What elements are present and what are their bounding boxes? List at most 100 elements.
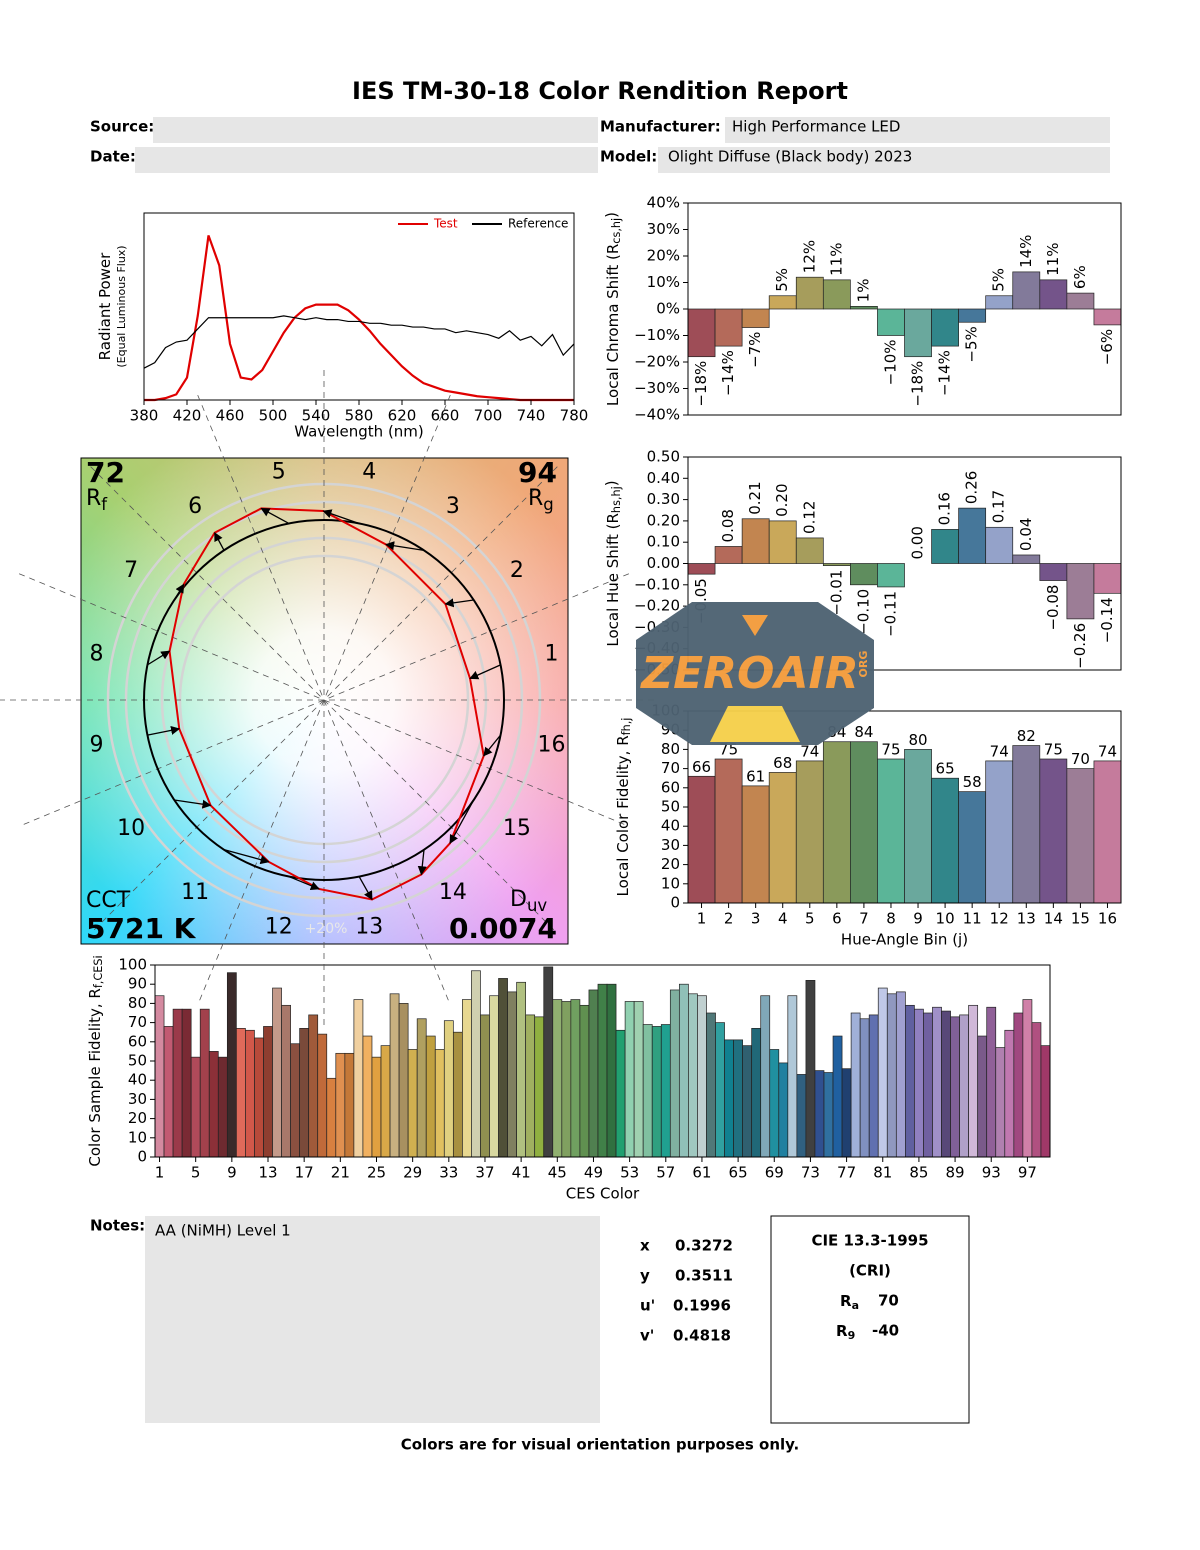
value-label: 0.12 bbox=[800, 501, 818, 534]
bin-label: 14 bbox=[439, 880, 467, 905]
y-tick-label: 70 bbox=[128, 1013, 147, 1031]
x-tick-label: 700 bbox=[474, 407, 503, 425]
watermark-sub: ORG bbox=[857, 651, 870, 678]
value-label: 82 bbox=[1017, 727, 1036, 745]
bin-label: 9 bbox=[89, 732, 103, 757]
value-label: 61 bbox=[746, 767, 765, 785]
watermark-icon bbox=[742, 615, 768, 636]
bar bbox=[741, 785, 770, 904]
x-tick-label: 13 bbox=[1017, 910, 1036, 928]
y-tick-label: 30 bbox=[128, 1090, 147, 1108]
y-tick-label: 30 bbox=[661, 836, 680, 854]
value-label: 0.08 bbox=[719, 509, 737, 542]
bar bbox=[1022, 999, 1033, 1158]
x-tick-label: 460 bbox=[216, 407, 245, 425]
bar bbox=[985, 760, 1014, 904]
bar bbox=[714, 758, 743, 904]
bar bbox=[254, 1037, 264, 1158]
bar bbox=[380, 1045, 391, 1158]
bar bbox=[795, 276, 824, 310]
bar bbox=[299, 1028, 310, 1158]
shift-arrow bbox=[174, 799, 212, 809]
value-label: 75 bbox=[1044, 741, 1063, 759]
cri-label: R9 bbox=[836, 1322, 855, 1343]
bar bbox=[1066, 563, 1095, 620]
bar bbox=[633, 1001, 644, 1158]
chroma-value: 0.3511 bbox=[675, 1267, 733, 1285]
bar bbox=[768, 295, 797, 310]
legend-label: Reference bbox=[508, 217, 568, 231]
bar bbox=[462, 999, 472, 1158]
bar bbox=[443, 1020, 454, 1158]
bar bbox=[507, 991, 517, 1158]
y-axis-label-part: f,CESi bbox=[92, 955, 105, 988]
bin-label: 7 bbox=[124, 558, 138, 583]
value-label: 74 bbox=[1098, 742, 1117, 760]
bar bbox=[850, 741, 878, 904]
bar bbox=[941, 1010, 951, 1158]
value-label: 6% bbox=[1071, 265, 1089, 289]
bar bbox=[588, 989, 599, 1158]
shift-arrow bbox=[322, 509, 360, 525]
cct-value: 5721 K bbox=[86, 912, 197, 945]
bar bbox=[570, 999, 581, 1158]
y-axis-label-part: fh,j bbox=[620, 718, 633, 736]
value-label: 0.04 bbox=[1017, 518, 1035, 551]
x-tick-label: 89 bbox=[946, 1164, 965, 1182]
bar bbox=[688, 993, 698, 1158]
bar bbox=[958, 308, 987, 323]
x-tick-label: 500 bbox=[259, 407, 288, 425]
value-label: 0.26 bbox=[963, 471, 981, 504]
bar bbox=[597, 983, 608, 1158]
x-tick-label: 16 bbox=[1098, 910, 1117, 928]
x-tick-label: 21 bbox=[331, 1164, 350, 1182]
bar bbox=[795, 760, 824, 904]
bin-label: 1 bbox=[545, 642, 559, 667]
value-label: −14% bbox=[936, 350, 954, 396]
rf-label-part: R bbox=[86, 486, 101, 511]
bar bbox=[868, 1014, 879, 1158]
value-label: 14% bbox=[1017, 235, 1035, 268]
bar bbox=[516, 981, 527, 1158]
bar bbox=[1039, 279, 1068, 310]
bar bbox=[950, 1016, 960, 1158]
bar bbox=[768, 520, 797, 564]
bar bbox=[1012, 745, 1041, 904]
bar bbox=[471, 970, 481, 1158]
rf-label-part: f bbox=[101, 494, 108, 513]
bar bbox=[1039, 563, 1068, 581]
bin-label: 11 bbox=[181, 880, 209, 905]
x-tick-label: 61 bbox=[692, 1164, 711, 1182]
y-axis-label-part: Radiant Power bbox=[96, 252, 114, 361]
value-label: 0.17 bbox=[990, 490, 1008, 523]
bar bbox=[760, 995, 771, 1158]
y-tick-label: −10% bbox=[634, 326, 680, 344]
y-tick-label: −40% bbox=[634, 406, 680, 424]
y-tick-label: −0.20 bbox=[634, 597, 680, 615]
bin-label: 16 bbox=[538, 732, 566, 757]
bar bbox=[1031, 1022, 1042, 1158]
shift-arrow bbox=[214, 531, 225, 551]
bar bbox=[850, 563, 878, 586]
bar bbox=[805, 980, 816, 1158]
y-axis-label-part: ) bbox=[602, 480, 620, 486]
x-tick-label: 1 bbox=[697, 910, 707, 928]
bar bbox=[525, 1014, 536, 1158]
bar bbox=[841, 1068, 852, 1158]
bar bbox=[877, 758, 905, 904]
report-title: IES TM-30-18 Color Rendition Report bbox=[352, 77, 848, 105]
bar bbox=[624, 1001, 635, 1158]
chroma-value: 0.4818 bbox=[673, 1327, 731, 1345]
bar bbox=[172, 1008, 183, 1158]
cri-title: CIE 13.3-1995 bbox=[811, 1232, 928, 1250]
shift-arrow bbox=[288, 875, 320, 891]
y-tick-label: 0 bbox=[670, 894, 680, 912]
bar bbox=[714, 546, 743, 564]
x-tick-label: 12 bbox=[990, 910, 1009, 928]
bar bbox=[977, 1035, 988, 1158]
x-tick-label: 9 bbox=[913, 910, 923, 928]
duv-label: Duv bbox=[510, 887, 547, 914]
bar bbox=[1039, 758, 1068, 904]
rf-value: 72 bbox=[86, 456, 125, 489]
bar bbox=[905, 1004, 915, 1158]
